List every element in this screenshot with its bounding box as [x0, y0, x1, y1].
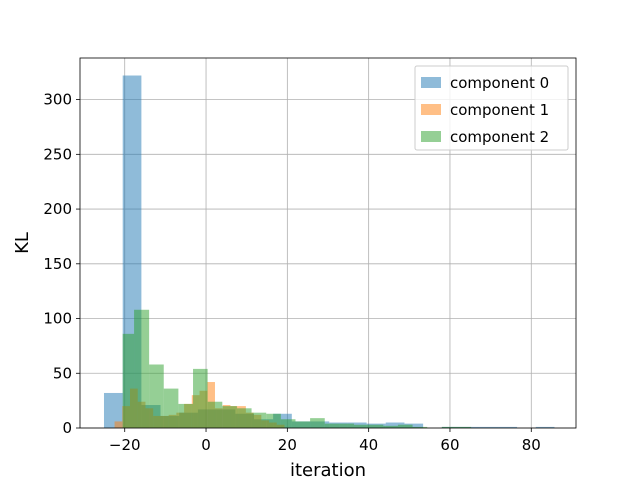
- histogram-bar: [479, 426, 499, 428]
- histogram-bars: [103, 75, 555, 428]
- histogram-bar: [498, 426, 518, 428]
- y-axis-ticks: 0 50 100 150 200 250 300: [43, 91, 80, 437]
- legend-swatch: [421, 131, 441, 142]
- x-axis-label: iteration: [290, 460, 366, 480]
- y-tick-label: 200: [43, 200, 72, 218]
- y-tick-label: 300: [43, 91, 72, 109]
- series-2-bars: [122, 309, 472, 428]
- legend-swatch: [421, 77, 441, 88]
- legend: component 0 component 1 component 2: [414, 65, 569, 151]
- histogram-bar: [134, 309, 150, 428]
- histogram-bar: [178, 403, 194, 428]
- histogram-bar: [310, 418, 325, 428]
- histogram-bar: [354, 424, 369, 428]
- histogram-bar: [207, 401, 223, 428]
- histogram-bar: [456, 426, 472, 428]
- legend-swatch: [421, 104, 441, 115]
- histogram-bar: [266, 413, 281, 428]
- histogram-bar: [441, 426, 457, 428]
- legend-label: component 0: [450, 74, 549, 92]
- histogram-bar: [103, 392, 123, 428]
- histogram-bar: [114, 421, 123, 428]
- histogram-bar: [280, 419, 296, 428]
- histogram-bar: [295, 421, 311, 428]
- legend-box: [414, 65, 569, 151]
- x-tick-label: 40: [359, 436, 378, 454]
- y-tick-label: 0: [62, 419, 72, 437]
- histogram-bar: [368, 424, 384, 428]
- x-tick-label: 80: [522, 436, 541, 454]
- x-tick-label: 60: [440, 436, 459, 454]
- x-tick-label: −20: [109, 436, 141, 454]
- histogram-bar: [412, 426, 428, 428]
- y-axis-label: KL: [12, 232, 33, 254]
- histogram-bar: [339, 423, 355, 428]
- y-tick-label: 100: [43, 310, 72, 328]
- histogram-bar: [122, 333, 135, 428]
- histogram-bar: [383, 425, 398, 428]
- y-tick-label: 250: [43, 145, 72, 163]
- plot-frame: [79, 57, 577, 429]
- x-tick-label: 20: [278, 436, 297, 454]
- histogram-bar: [404, 423, 424, 428]
- legend-label: component 2: [450, 128, 549, 146]
- legend-label: component 1: [450, 101, 549, 119]
- histogram-bar: [385, 422, 405, 428]
- histogram-bar: [236, 408, 252, 428]
- y-tick-label: 50: [53, 364, 72, 382]
- histogram-bar: [397, 424, 413, 428]
- histogram-bar: [193, 368, 208, 428]
- histogram-bar: [324, 423, 340, 428]
- histogram-bar: [251, 412, 267, 428]
- x-axis-ticks: −20 0 20 40 60 80: [109, 428, 541, 454]
- histogram-bar: [222, 406, 237, 428]
- histogram-bar: [149, 364, 164, 428]
- histogram-bar: [535, 426, 555, 428]
- x-tick-label: 0: [201, 436, 211, 454]
- histogram-bar: [163, 388, 179, 428]
- y-tick-label: 150: [43, 255, 72, 273]
